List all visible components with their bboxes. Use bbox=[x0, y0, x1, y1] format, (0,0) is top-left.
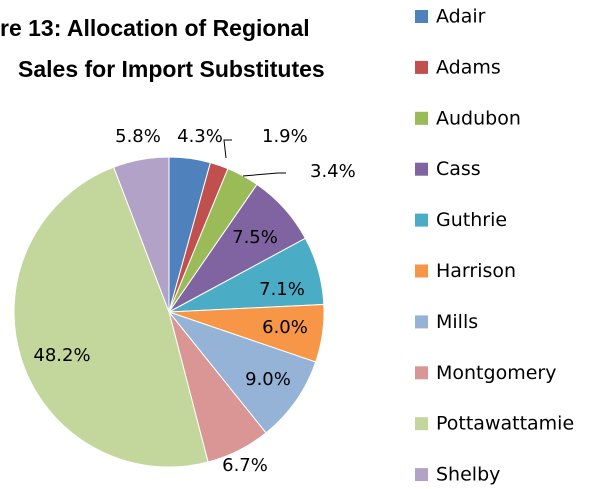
pie-slice bbox=[13, 166, 209, 468]
data-label: 48.2% bbox=[33, 345, 90, 366]
data-label: 6.0% bbox=[262, 317, 308, 338]
legend-swatch bbox=[415, 366, 428, 380]
legend-label: Adams bbox=[436, 56, 501, 78]
legend-swatch bbox=[415, 264, 428, 278]
legend-label: Harrison bbox=[436, 260, 516, 282]
legend-swatch bbox=[415, 111, 428, 125]
legend-label: Mills bbox=[436, 311, 478, 333]
data-label: 6.7% bbox=[222, 455, 268, 476]
legend-label: Montgomery bbox=[436, 362, 556, 384]
pie-slice bbox=[167, 310, 317, 434]
data-label: 3.4% bbox=[310, 161, 356, 182]
leader-line bbox=[242, 172, 286, 177]
legend-swatch bbox=[415, 60, 428, 74]
legend-label: Audubon bbox=[436, 107, 521, 129]
legend-swatch bbox=[415, 162, 428, 176]
legend-label: Cass bbox=[436, 158, 481, 180]
data-label: 7.5% bbox=[232, 227, 278, 248]
data-label: 9.0% bbox=[245, 369, 291, 390]
legend-swatch bbox=[415, 468, 428, 482]
pie-slice bbox=[113, 156, 170, 313]
data-label: 5.8% bbox=[115, 126, 161, 147]
chart-title: re 13: Allocation of Regional bbox=[0, 15, 310, 41]
data-label: 1.9% bbox=[262, 126, 308, 147]
leader-line bbox=[223, 139, 232, 159]
legend-label: Pottawattamie bbox=[436, 413, 574, 435]
legend-swatch bbox=[415, 315, 428, 329]
legend-swatch bbox=[415, 417, 428, 431]
legend-swatch bbox=[415, 213, 428, 227]
data-label: 7.1% bbox=[259, 279, 305, 300]
chart-title: Sales for Import Substitutes bbox=[18, 56, 325, 82]
legend-label: Shelby bbox=[436, 464, 500, 486]
legend-label: Guthrie bbox=[436, 209, 507, 231]
legend-swatch bbox=[415, 10, 428, 23]
legend-label: Adair bbox=[436, 6, 486, 28]
data-label: 4.3% bbox=[177, 126, 223, 147]
